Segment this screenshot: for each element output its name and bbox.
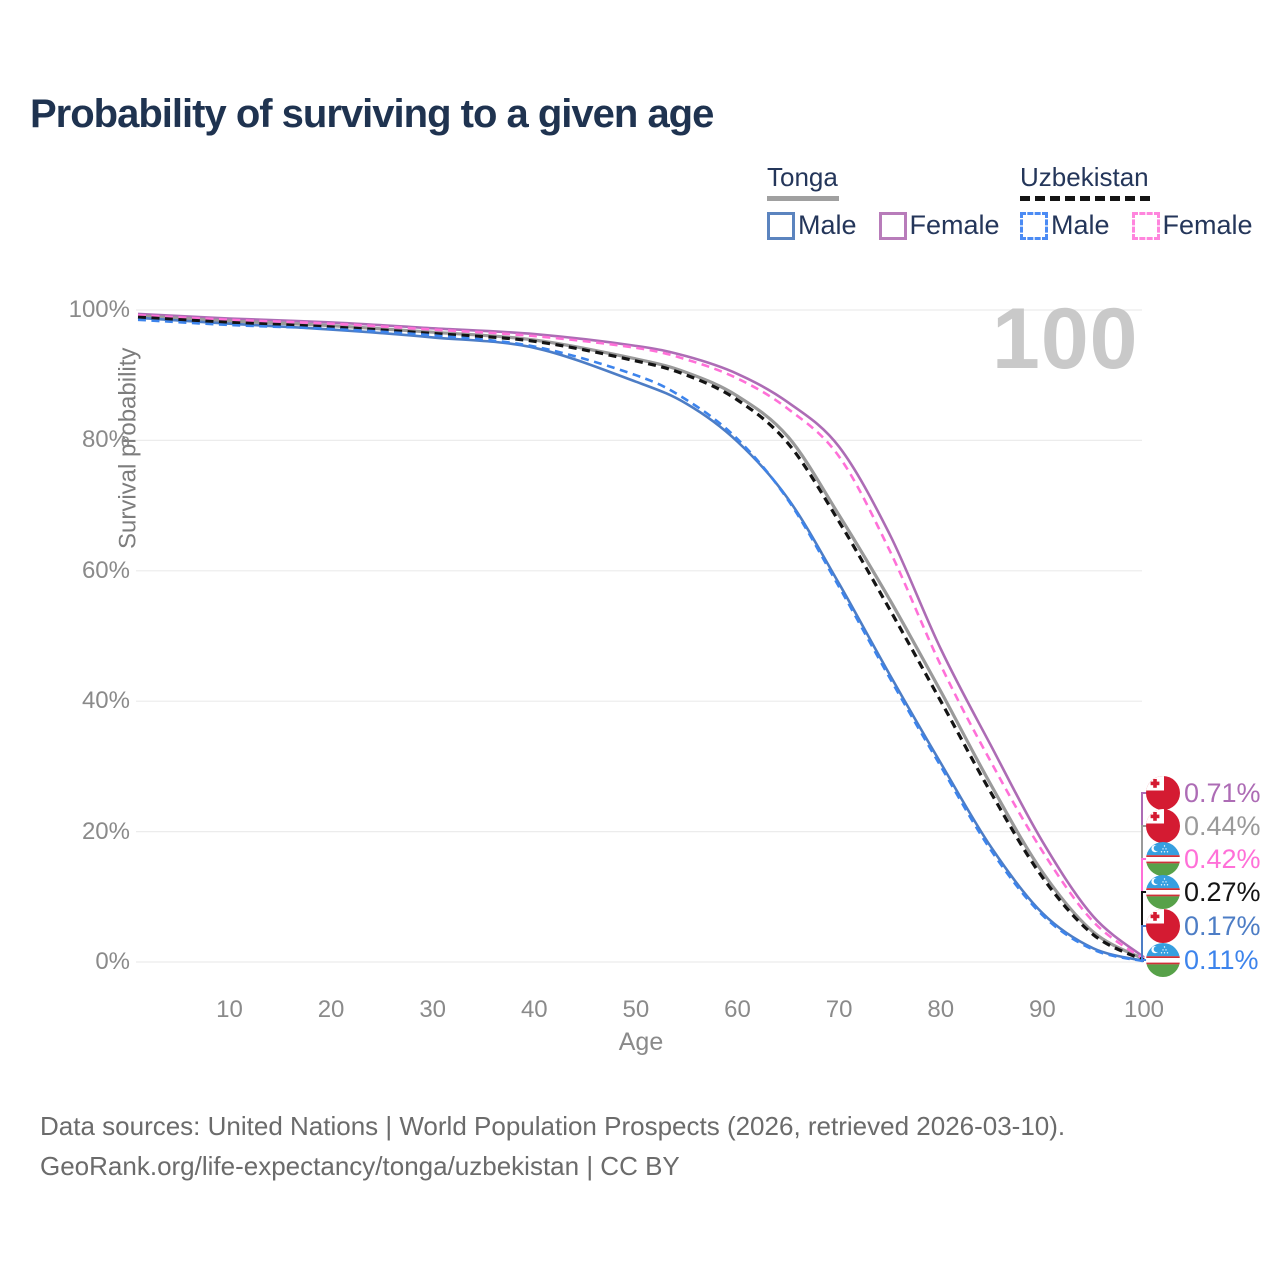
- end-label-value: 0.27%: [1184, 876, 1261, 907]
- uzbekistan-flag-icon: [1146, 842, 1180, 876]
- legend-item-tonga-female[interactable]: Female: [878, 210, 1000, 241]
- x-tick-label: 90: [1029, 996, 1056, 1023]
- series-line-uzbekistan-male: [137, 318, 1145, 963]
- x-tick-label: 40: [520, 996, 548, 1023]
- series-line-uzbekistan: [137, 315, 1145, 962]
- y-tick-label: 20%: [81, 817, 130, 845]
- legend-item-uzbekistan-male[interactable]: Male: [1020, 210, 1110, 241]
- footer-data-sources: Data sources: United Nations | World Pop…: [40, 1111, 1066, 1141]
- tonga-male-swatch-icon: [767, 211, 795, 240]
- x-axis-title: Age: [618, 1028, 664, 1056]
- end-label-row: 0.42%: [1146, 842, 1261, 876]
- tonga-female-swatch-icon: [878, 211, 907, 240]
- x-tick-label: 100: [1123, 996, 1165, 1023]
- uzbekistan-female-swatch-icon: [1131, 211, 1160, 240]
- footer: Data sources: United Nations | World Pop…: [40, 1106, 1065, 1186]
- end-label-value: 0.11%: [1184, 944, 1259, 975]
- series-line-tonga-male: [137, 316, 1145, 963]
- end-label-row: 0.44%: [1146, 809, 1261, 843]
- x-tick-label: 80: [927, 996, 955, 1023]
- uzbekistan-line-swatch-icon: [1020, 196, 1150, 201]
- end-label-value: 0.71%: [1184, 777, 1261, 808]
- legend-label-uzbekistan-male: Male: [1051, 210, 1110, 240]
- x-tick-label: 20: [317, 996, 345, 1023]
- footer-attribution: GeoRank.org/life-expectancy/tonga/uzbeki…: [40, 1151, 680, 1181]
- legend-label-tonga-female: Female: [909, 210, 1000, 240]
- series-line-tonga: [137, 314, 1145, 961]
- x-tick-label: 50: [622, 996, 650, 1023]
- tonga-flag-icon: [1146, 809, 1180, 843]
- tonga-flag-icon: [1146, 776, 1180, 810]
- end-label-row: 0.27%: [1146, 875, 1261, 909]
- legend-country-uzbekistan: Uzbekistan: [1020, 162, 1149, 192]
- y-tick-label: 40%: [81, 687, 130, 715]
- end-label-row: 0.17%: [1146, 909, 1261, 943]
- uzbekistan-male-swatch-icon: [1020, 211, 1048, 240]
- legend-label-tonga-male: Male: [798, 210, 857, 240]
- tonga-line-swatch-icon: [767, 196, 839, 201]
- x-tick-label: 30: [419, 996, 447, 1023]
- end-label-row: 0.11%: [1146, 943, 1259, 977]
- end-label-value: 0.17%: [1184, 910, 1261, 941]
- series-line-tonga-female: [137, 312, 1145, 959]
- y-tick-label: 0%: [95, 948, 130, 975]
- legend-group-uzbekistan: Uzbekistan Male Female: [1020, 162, 1275, 241]
- watermark-age-100: 100: [992, 291, 1139, 387]
- series-line-uzbekistan-female: [137, 313, 1145, 961]
- uzbekistan-flag-icon: [1146, 875, 1180, 909]
- legend-item-tonga-male[interactable]: Male: [767, 210, 857, 241]
- legend-country-tonga: Tonga: [767, 162, 838, 192]
- end-label-value: 0.42%: [1184, 843, 1261, 874]
- uzbekistan-flag-icon: [1146, 943, 1180, 977]
- legend-item-uzbekistan-female[interactable]: Female: [1131, 210, 1253, 241]
- legend-group-tonga: Tonga Male Female: [767, 162, 1022, 241]
- legend-label-uzbekistan-female: Female: [1162, 210, 1253, 240]
- y-tick-label: 100%: [68, 296, 130, 323]
- end-label-row: 0.71%: [1146, 776, 1261, 810]
- y-tick-label: 60%: [81, 556, 130, 584]
- x-tick-label: 10: [216, 996, 243, 1023]
- y-tick-label: 80%: [81, 426, 130, 454]
- page-title: Probability of surviving to a given age: [30, 92, 714, 136]
- tonga-flag-icon: [1146, 909, 1180, 943]
- end-label-value: 0.44%: [1184, 810, 1261, 841]
- x-tick-label: 70: [825, 996, 853, 1023]
- x-tick-label: 60: [724, 996, 751, 1023]
